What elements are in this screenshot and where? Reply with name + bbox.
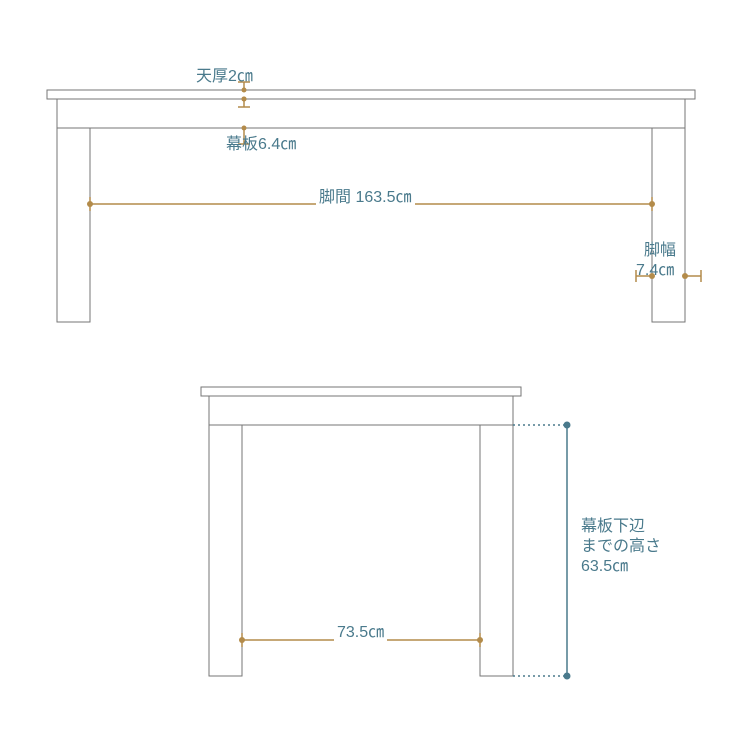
apron-label: 幕板6.4㎝ [226,130,296,154]
leg-span-label: 脚間 163.5㎝ [316,183,415,207]
side-span-label: 73.5㎝ [334,618,387,642]
top-thickness-label: 天厚2㎝ [196,62,253,86]
leg-width-label-2: 7.4㎝ [636,256,674,280]
apron-height-label-3: 63.5㎝ [581,552,628,576]
apron-height-dim [513,422,571,680]
